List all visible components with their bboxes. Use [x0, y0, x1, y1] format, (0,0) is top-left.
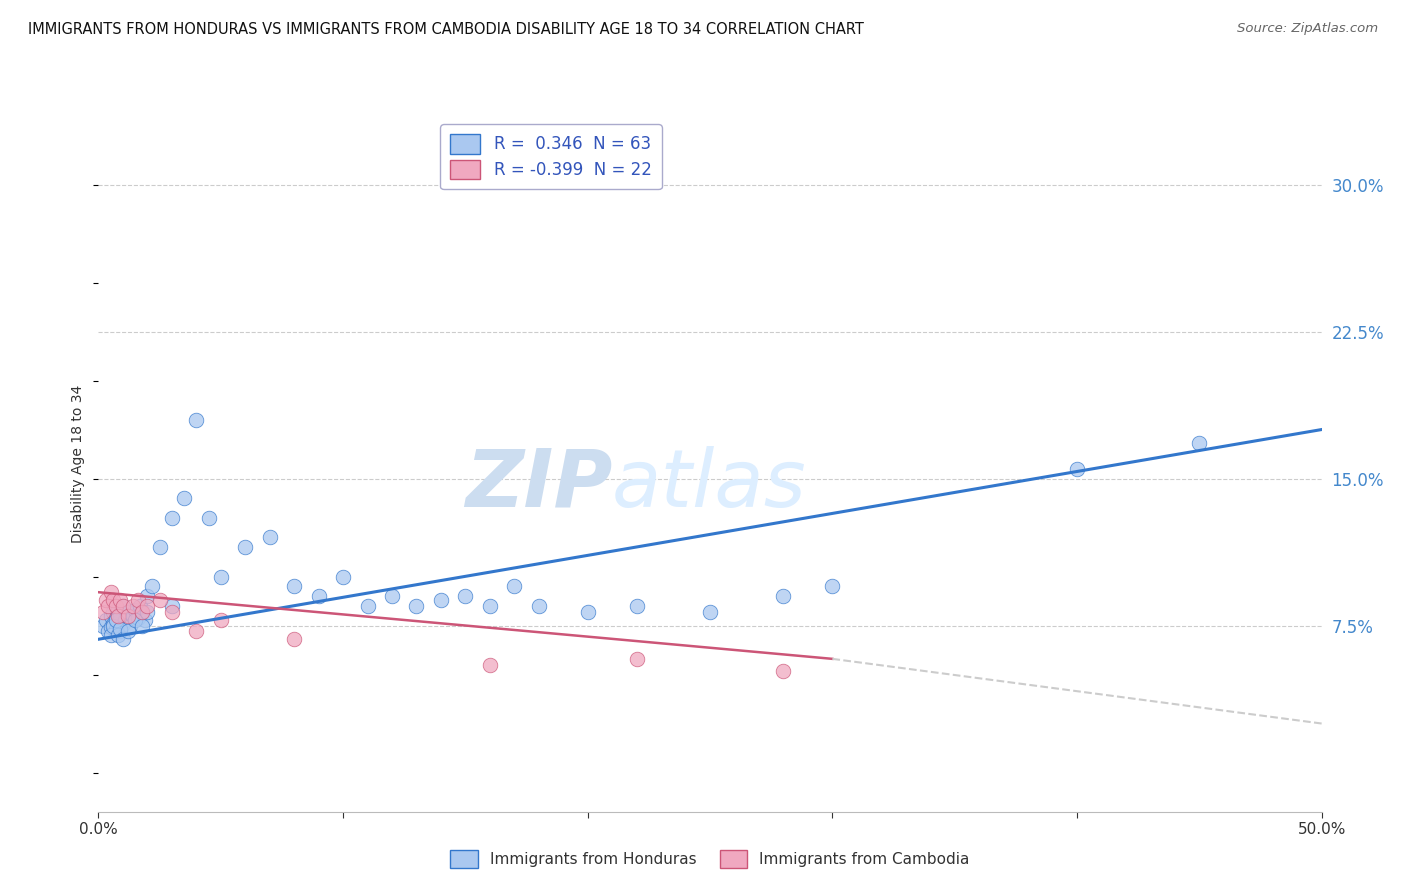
Point [134, 613, 156, 627]
Point [107, 628, 129, 642]
Point [94, 613, 117, 627]
Point [131, 605, 153, 619]
Point [1188, 436, 1211, 450]
Point [626, 652, 648, 666]
Point [186, 624, 208, 639]
Point [120, 618, 142, 632]
Point [104, 599, 127, 613]
Point [104, 610, 127, 624]
Point [356, 599, 378, 613]
Point [111, 632, 134, 647]
Point [381, 589, 404, 603]
Point [117, 605, 139, 619]
Point [233, 540, 256, 554]
Text: ZIP: ZIP [465, 446, 612, 524]
Point [101, 616, 124, 631]
Point [131, 618, 153, 632]
Point [197, 510, 219, 524]
Point [454, 589, 477, 603]
Point [94, 593, 117, 607]
Point [101, 618, 124, 632]
Point [160, 599, 183, 613]
Legend: Immigrants from Honduras, Immigrants from Cambodia: Immigrants from Honduras, Immigrants fro… [444, 844, 976, 873]
Point [117, 624, 139, 639]
Point [772, 589, 794, 603]
Point [91, 618, 114, 632]
Point [111, 599, 134, 613]
Point [97, 624, 120, 639]
Point [136, 599, 159, 613]
Point [259, 530, 281, 544]
Point [110, 608, 132, 623]
Point [124, 603, 146, 617]
Point [104, 613, 127, 627]
Y-axis label: Disability Age 18 to 34: Disability Age 18 to 34 [72, 384, 86, 543]
Point [129, 599, 152, 613]
Point [160, 510, 183, 524]
Point [699, 605, 721, 619]
Point [104, 623, 127, 637]
Point [149, 593, 172, 607]
Text: Source: ZipAtlas.com: Source: ZipAtlas.com [1237, 22, 1378, 36]
Point [430, 593, 453, 607]
Point [503, 579, 526, 593]
Point [100, 620, 122, 634]
Point [124, 613, 146, 627]
Point [141, 579, 163, 593]
Point [107, 603, 129, 617]
Point [332, 569, 354, 583]
Point [209, 613, 232, 627]
Point [160, 605, 183, 619]
Point [114, 613, 136, 627]
Point [107, 615, 129, 629]
Point [121, 608, 143, 623]
Point [111, 616, 134, 631]
Point [136, 589, 159, 603]
Point [101, 593, 124, 607]
Point [107, 608, 129, 623]
Point [576, 605, 599, 619]
Point [111, 599, 134, 613]
Point [127, 593, 149, 607]
Point [478, 599, 501, 613]
Point [405, 599, 427, 613]
Point [100, 585, 122, 599]
Point [308, 589, 330, 603]
Point [173, 491, 195, 505]
Point [772, 664, 794, 678]
Point [821, 579, 844, 593]
Point [283, 579, 305, 593]
Point [478, 657, 501, 672]
Point [626, 599, 648, 613]
Point [110, 623, 132, 637]
Point [283, 632, 305, 647]
Point [527, 599, 550, 613]
Point [121, 599, 143, 613]
Point [101, 605, 124, 619]
Point [127, 610, 149, 624]
Point [100, 628, 122, 642]
Point [149, 540, 172, 554]
Point [110, 624, 132, 639]
Point [136, 605, 159, 619]
Point [91, 605, 114, 619]
Point [1066, 461, 1088, 475]
Point [97, 599, 120, 613]
Point [110, 593, 132, 607]
Text: atlas: atlas [612, 446, 807, 524]
Point [209, 569, 232, 583]
Text: IMMIGRANTS FROM HONDURAS VS IMMIGRANTS FROM CAMBODIA DISABILITY AGE 18 TO 34 COR: IMMIGRANTS FROM HONDURAS VS IMMIGRANTS F… [28, 22, 865, 37]
Point [100, 608, 122, 623]
Point [131, 605, 153, 619]
Point [117, 608, 139, 623]
Point [186, 413, 208, 427]
